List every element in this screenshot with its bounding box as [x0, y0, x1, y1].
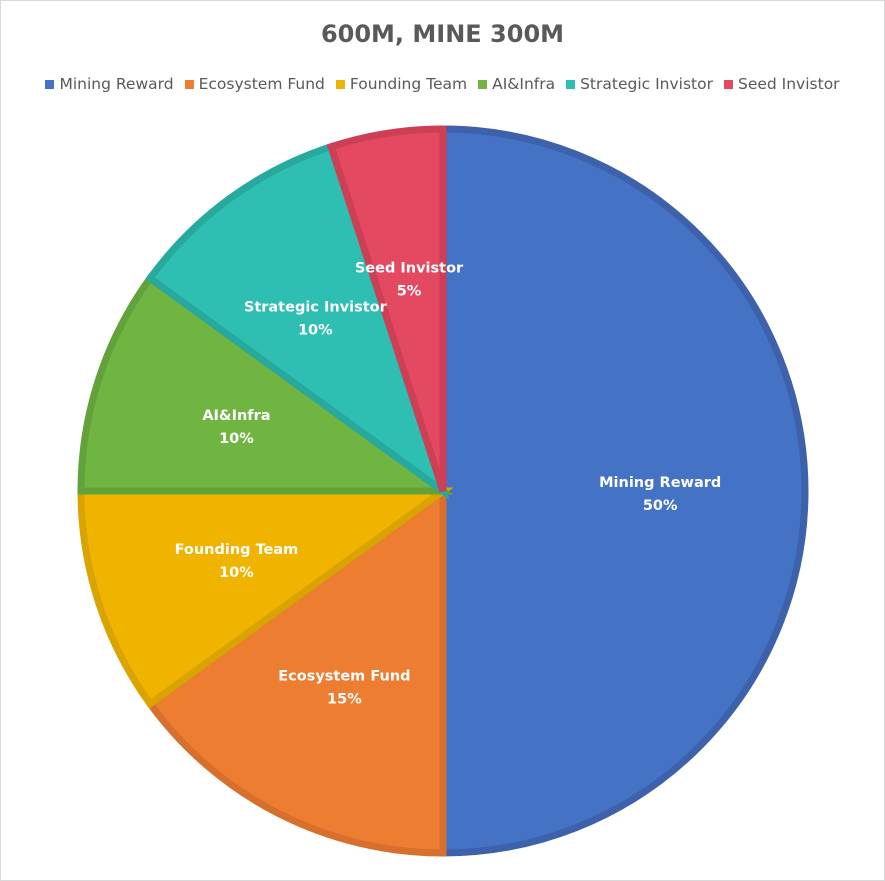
legend-swatch-seed-invistor: [723, 79, 733, 89]
legend-swatch-founding-team: [335, 79, 345, 89]
legend-swatch-ai-infra: [478, 79, 488, 89]
legend-swatch-mining-reward: [45, 79, 55, 89]
slice-label-ai-infra: AI&Infra: [202, 408, 270, 424]
slice-value-mining-reward: 50%: [643, 498, 678, 514]
slice-label-seed-invistor: Seed Invistor: [355, 260, 464, 276]
legend-item-mining-reward: Mining Reward: [45, 75, 174, 93]
pie-slice-seed-invistor: [326, 125, 447, 493]
legend-label-seed-invistor: Seed Invistor: [737, 75, 840, 93]
legend: Mining Reward Ecosystem Fund Founding Te…: [0, 75, 885, 93]
legend-item-founding-team: Founding Team: [335, 75, 468, 93]
slice-label-founding-team: Founding Team: [175, 542, 299, 558]
legend-label-ai-infra: AI&Infra: [492, 75, 556, 93]
legend-item-seed-invistor: Seed Invistor: [723, 75, 840, 93]
legend-label-founding-team: Founding Team: [349, 75, 468, 93]
pie-slice-ecosystem-fund: [145, 484, 447, 857]
pie-slice-founding-team: [77, 487, 454, 709]
legend-label-mining-reward: Mining Reward: [59, 75, 174, 93]
slice-value-ai-infra: 10%: [219, 431, 254, 447]
legend-swatch-ecosystem-fund: [184, 79, 194, 89]
slice-value-ecosystem-fund: 15%: [327, 692, 362, 708]
slice-value-seed-invistor: 5%: [397, 283, 422, 299]
pie-slice-strategic-invistor: [145, 142, 450, 501]
legend-label-strategic-invistor: Strategic Invistor: [580, 75, 713, 93]
slice-label-strategic-invistor: Strategic Invistor: [244, 299, 388, 315]
legend-item-ai-infra: AI&Infra: [478, 75, 555, 93]
chart-title: 600M, MINE 300M: [320, 20, 565, 48]
legend-item-strategic-invistor: Strategic Invistor: [566, 75, 713, 93]
legend-item-ecosystem-fund: Ecosystem Fund: [184, 75, 325, 93]
slice-value-strategic-invistor: 10%: [298, 322, 333, 338]
slice-label-mining-reward: Mining Reward: [599, 475, 721, 491]
pie-slice-ai-infra: [77, 273, 454, 495]
slice-value-founding-team: 10%: [219, 565, 254, 581]
pie-slice-mining-reward: [439, 125, 809, 857]
slice-label-ecosystem-fund: Ecosystem Fund: [278, 669, 410, 685]
legend-label-ecosystem-fund: Ecosystem Fund: [198, 75, 325, 93]
legend-swatch-strategic-invistor: [566, 79, 576, 89]
